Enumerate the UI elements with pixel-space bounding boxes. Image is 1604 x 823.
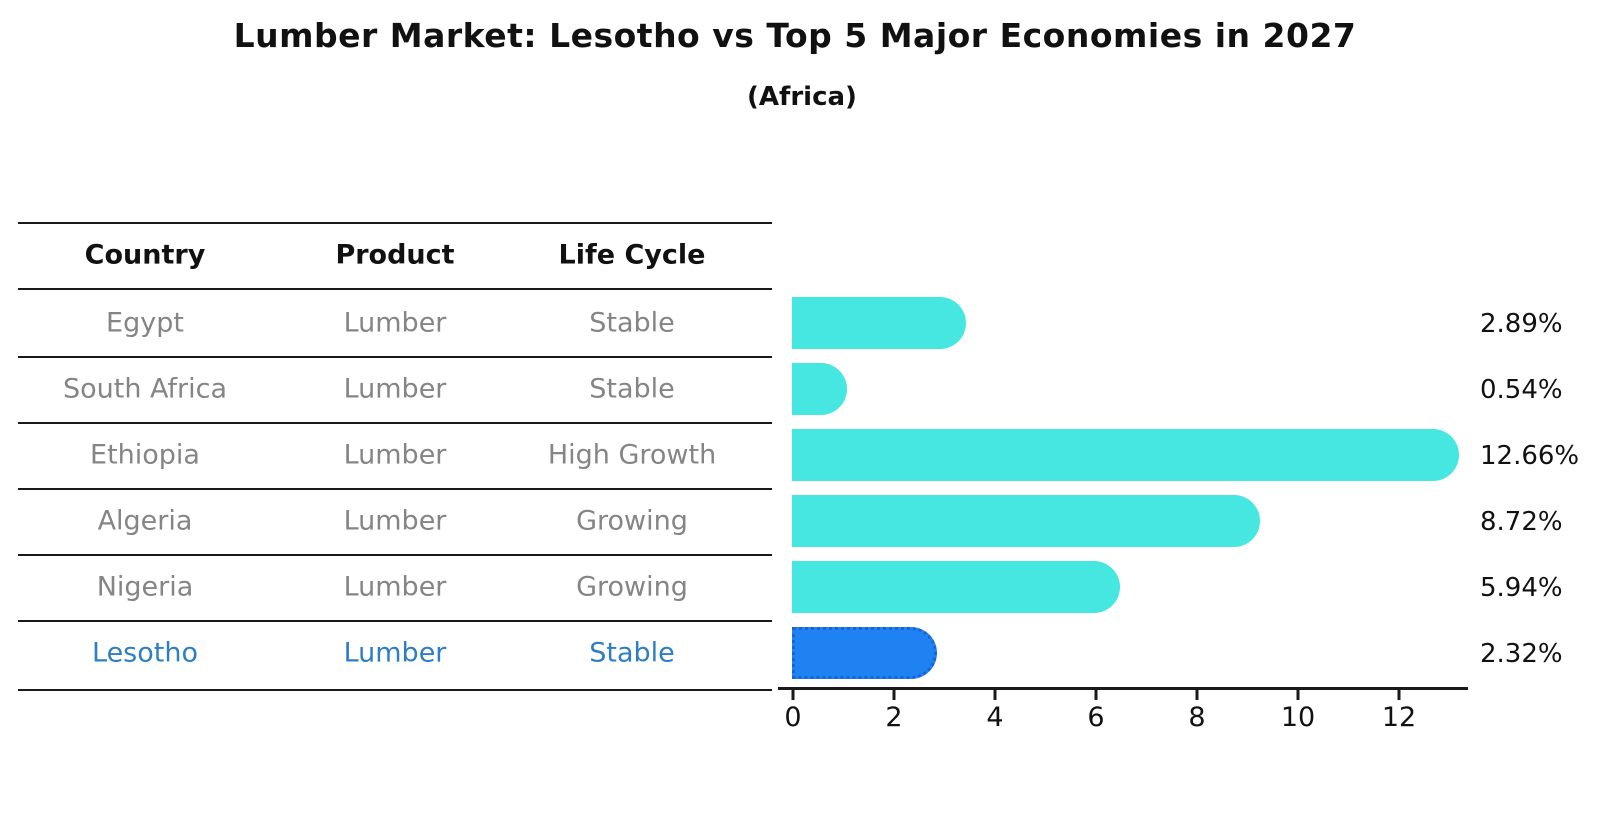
bar-ethiopia: [792, 429, 1459, 481]
country-cell: Egypt: [106, 307, 184, 339]
value-label: 8.72%: [1480, 507, 1563, 537]
value-label: 2.32%: [1480, 639, 1563, 669]
x-tick-label: 2: [885, 702, 903, 733]
x-tick-label: 0: [784, 702, 802, 733]
x-tick-label: 10: [1280, 702, 1316, 733]
table-divider: [18, 288, 772, 290]
table-divider: [18, 554, 772, 556]
x-tick-mark: [1397, 690, 1401, 700]
x-tick-mark: [791, 690, 795, 700]
x-tick-mark: [1195, 690, 1199, 700]
product-cell: Lumber: [343, 637, 447, 669]
value-label: 5.94%: [1480, 573, 1563, 603]
product-cell: Lumber: [343, 505, 447, 537]
life-cycle-cell: Growing: [576, 571, 688, 603]
x-tick-mark: [1094, 690, 1098, 700]
value-label: 12.66%: [1480, 441, 1580, 471]
product-cell: Lumber: [343, 373, 447, 405]
table-divider: [18, 422, 772, 424]
life-cycle-cell: Stable: [589, 307, 675, 339]
chart-subtitle: (Africa): [747, 82, 857, 112]
column-header-product: Product: [335, 239, 455, 271]
table-divider: [18, 689, 772, 691]
country-cell: Nigeria: [96, 571, 194, 603]
country-cell: Lesotho: [92, 637, 198, 669]
life-cycle-cell: High Growth: [547, 439, 717, 471]
value-label: 0.54%: [1480, 375, 1563, 405]
column-header-country: Country: [84, 239, 206, 271]
table-divider: [18, 356, 772, 358]
value-label: 2.89%: [1480, 309, 1563, 339]
table-divider: [18, 488, 772, 490]
column-header-life-cycle: Life Cycle: [558, 239, 706, 271]
bar-nigeria: [792, 561, 1120, 613]
life-cycle-cell: Growing: [576, 505, 688, 537]
life-cycle-cell: Stable: [589, 373, 675, 405]
x-tick-label: 12: [1381, 702, 1417, 733]
product-cell: Lumber: [343, 439, 447, 471]
country-cell: Ethiopia: [90, 439, 200, 471]
bar-lesotho-highlight: [792, 627, 937, 679]
bar-south-africa: [792, 363, 847, 415]
table-divider: [18, 222, 772, 224]
country-cell: Algeria: [97, 505, 193, 537]
country-cell: South Africa: [62, 373, 228, 405]
product-cell: Lumber: [343, 307, 447, 339]
bar-egypt: [792, 297, 966, 349]
x-tick-mark: [993, 690, 997, 700]
x-axis-line: [778, 687, 1468, 690]
bar-algeria: [792, 495, 1260, 547]
x-tick-label: 4: [986, 702, 1004, 733]
product-cell: Lumber: [343, 571, 447, 603]
life-cycle-cell: Stable: [589, 637, 675, 669]
x-tick-label: 6: [1087, 702, 1105, 733]
table-divider: [18, 620, 772, 622]
chart-title: Lumber Market: Lesotho vs Top 5 Major Ec…: [233, 16, 1357, 55]
x-tick-mark: [892, 690, 896, 700]
x-tick-label: 8: [1188, 702, 1206, 733]
x-tick-mark: [1296, 690, 1300, 700]
